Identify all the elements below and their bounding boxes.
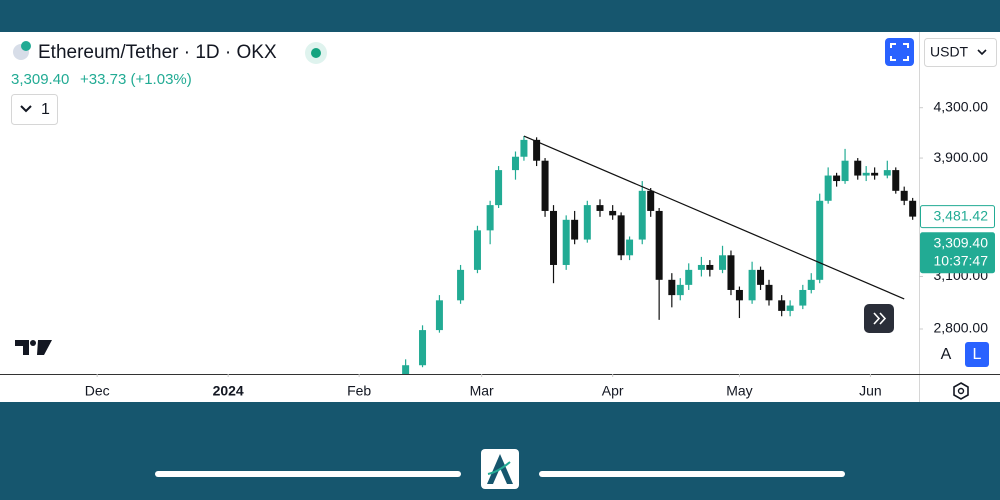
candle-body [617,215,625,256]
decor-bar [539,471,845,477]
candle-body [685,269,693,285]
coin-icon [21,41,31,51]
chevron-icon [20,105,32,113]
candle-body [833,175,841,182]
candle-body [511,156,519,171]
candle-body [486,205,494,231]
countdown: 10:37:47 [934,252,989,268]
candle-body [854,160,862,176]
indicator-toggle[interactable] [11,94,58,125]
x-tick-label: Apr [602,383,624,399]
price-tag [920,232,995,274]
candle-body [735,289,743,301]
candle-body [626,239,634,256]
candle-body [719,255,727,270]
trendline [523,135,905,300]
candle-body [748,269,756,301]
brand-logo [487,461,511,475]
candle-body [520,139,528,157]
candle-body [824,175,832,201]
settings-icon [957,387,965,395]
price-change: +33.73 (+1.03%) [80,71,192,88]
candle-body [727,255,735,290]
fullscreen-button[interactable] [885,38,914,66]
decor-bar [155,471,461,477]
candle-body [862,172,870,176]
y-tick-label: 4,300.00 [934,98,989,114]
candle-body [495,170,503,206]
candle-body [757,269,765,285]
candle-body [402,365,410,374]
candle-body [533,139,541,161]
x-tick-label: Dec [85,383,110,399]
candle-body [706,264,714,270]
price-tag [920,205,995,229]
candle-body [571,219,579,240]
x-tick-label: 2024 [213,383,244,399]
tradingview-logo [30,340,36,346]
y-tick-label: 2,800.00 [934,320,989,336]
candle-body [638,190,646,240]
currency-label: USDT [930,44,969,60]
candle-body [668,279,676,296]
candle-body [778,300,786,311]
candle-body [799,289,807,306]
auto-scale-button[interactable]: A [941,346,952,363]
x-tick-label: Feb [347,383,371,399]
price-tag-label: 3,309.40 [934,234,989,250]
candle-body [892,170,900,191]
currency-select[interactable] [924,38,997,67]
double-chevron-icon [873,312,887,325]
candle-body [676,284,684,296]
candle-body [609,210,617,216]
candle-body [473,230,481,270]
x-tick-label: Mar [470,383,494,399]
candle-body [765,284,773,301]
candle-body [841,160,849,182]
candle-body [697,264,705,270]
last-price: 3,309.40 [11,71,69,88]
candle-body [816,200,824,280]
candle-body [435,300,443,331]
x-tick-label: May [726,383,752,399]
candle-body [596,205,604,211]
fullscreen-icon [890,43,909,61]
x-tick-label: Jun [859,383,882,399]
indicator-count: 1 [41,101,50,118]
brand-logo [487,454,513,484]
candle-body [550,210,558,265]
candle-body [786,305,794,311]
candle-body [807,279,815,290]
symbol-title[interactable]: Ethereum/Tether · 1D · OKX [38,42,277,63]
chart-background [0,32,1000,402]
candle-body [871,172,879,176]
log-scale-label: L [973,346,982,363]
price-tag-label: 3,481.42 [934,207,989,223]
log-scale-button[interactable] [965,342,989,367]
candle-body [583,205,591,240]
candle-body [655,210,663,280]
status-dot [311,48,321,58]
candle-body [883,170,891,176]
candle-body [562,219,570,265]
candle-body [541,160,549,211]
settings-icon[interactable] [953,382,969,400]
candle-body [647,190,655,211]
candle-body [419,330,427,366]
candle-body [900,190,908,201]
tradingview-logo [15,340,52,355]
y-tick-label: 3,900.00 [934,149,989,165]
candle-body [457,269,465,301]
candle-body [909,200,917,217]
chevron-icon [977,49,987,56]
